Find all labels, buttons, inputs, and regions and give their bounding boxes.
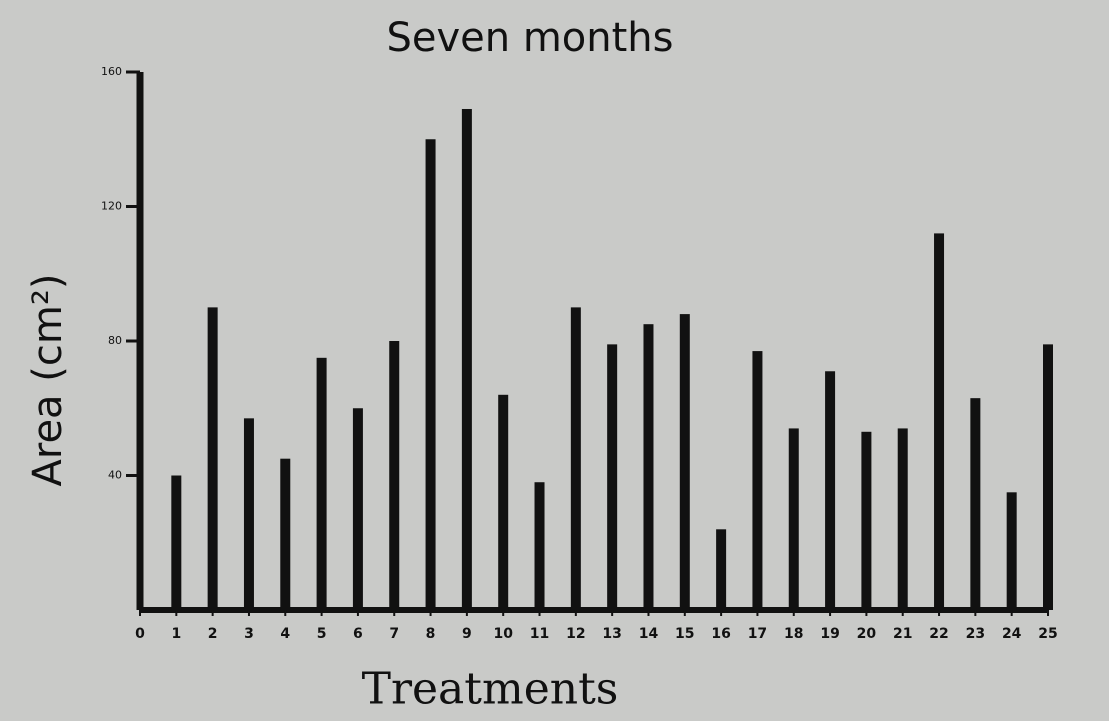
x-tick-label: 7 xyxy=(389,626,399,642)
bar xyxy=(171,475,182,610)
y-axis-label: Area (cm²) xyxy=(25,274,71,487)
x-tick-label: 18 xyxy=(784,626,803,642)
x-tick-label: 25 xyxy=(1038,626,1057,642)
bar xyxy=(716,529,727,610)
bar xyxy=(607,344,618,610)
bar xyxy=(934,233,945,610)
bar xyxy=(643,324,654,610)
bar xyxy=(788,428,799,610)
chart-title: Seven months xyxy=(386,15,673,61)
bar xyxy=(461,108,472,611)
bar xyxy=(243,418,254,610)
x-axis-label: Treatments xyxy=(362,664,619,715)
x-tick-label: 15 xyxy=(675,626,694,642)
bar xyxy=(752,351,763,610)
x-tick-label: 2 xyxy=(208,626,218,642)
bar xyxy=(570,307,581,610)
bar xyxy=(897,428,908,610)
bar xyxy=(679,314,690,610)
y-tick-label: 120 xyxy=(101,200,122,213)
x-tick-label: 16 xyxy=(711,626,730,642)
x-tick-label: 13 xyxy=(602,626,621,642)
x-tick-label: 14 xyxy=(639,626,659,642)
x-tick-label: 22 xyxy=(929,626,948,642)
x-tick-label: 20 xyxy=(857,626,877,642)
x-tick-label: 12 xyxy=(566,626,585,642)
bar xyxy=(534,482,545,610)
bar xyxy=(316,357,327,610)
x-tick-label: 8 xyxy=(426,626,436,642)
bar xyxy=(1043,344,1053,610)
bar xyxy=(498,394,509,610)
x-tick-label: 11 xyxy=(530,626,549,642)
x-tick-label: 1 xyxy=(171,626,181,642)
x-tick-label: 24 xyxy=(1002,626,1022,642)
y-tick-label: 160 xyxy=(101,65,122,78)
x-tick-label: 6 xyxy=(353,626,363,642)
y-tick-label: 40 xyxy=(108,469,122,482)
x-tick-label: 4 xyxy=(280,626,290,642)
x-tick-label: 21 xyxy=(893,626,912,642)
x-tick-label: 23 xyxy=(966,626,985,642)
bar xyxy=(970,398,981,610)
x-tick-label: 9 xyxy=(462,626,472,642)
y-tick-label: 80 xyxy=(108,334,122,347)
bar xyxy=(280,458,291,610)
bar xyxy=(1006,492,1017,610)
bar xyxy=(861,431,872,610)
x-tick-label: 3 xyxy=(244,626,254,642)
bar xyxy=(425,139,436,610)
x-tick-label: 17 xyxy=(748,626,767,642)
x-tick-label: 19 xyxy=(820,626,839,642)
x-tick-label: 5 xyxy=(317,626,327,642)
x-tick-label: 0 xyxy=(135,626,145,642)
bar xyxy=(825,371,836,610)
bar xyxy=(352,408,363,610)
x-tick-label: 10 xyxy=(493,626,513,642)
bar xyxy=(207,307,218,610)
bar xyxy=(389,341,400,610)
